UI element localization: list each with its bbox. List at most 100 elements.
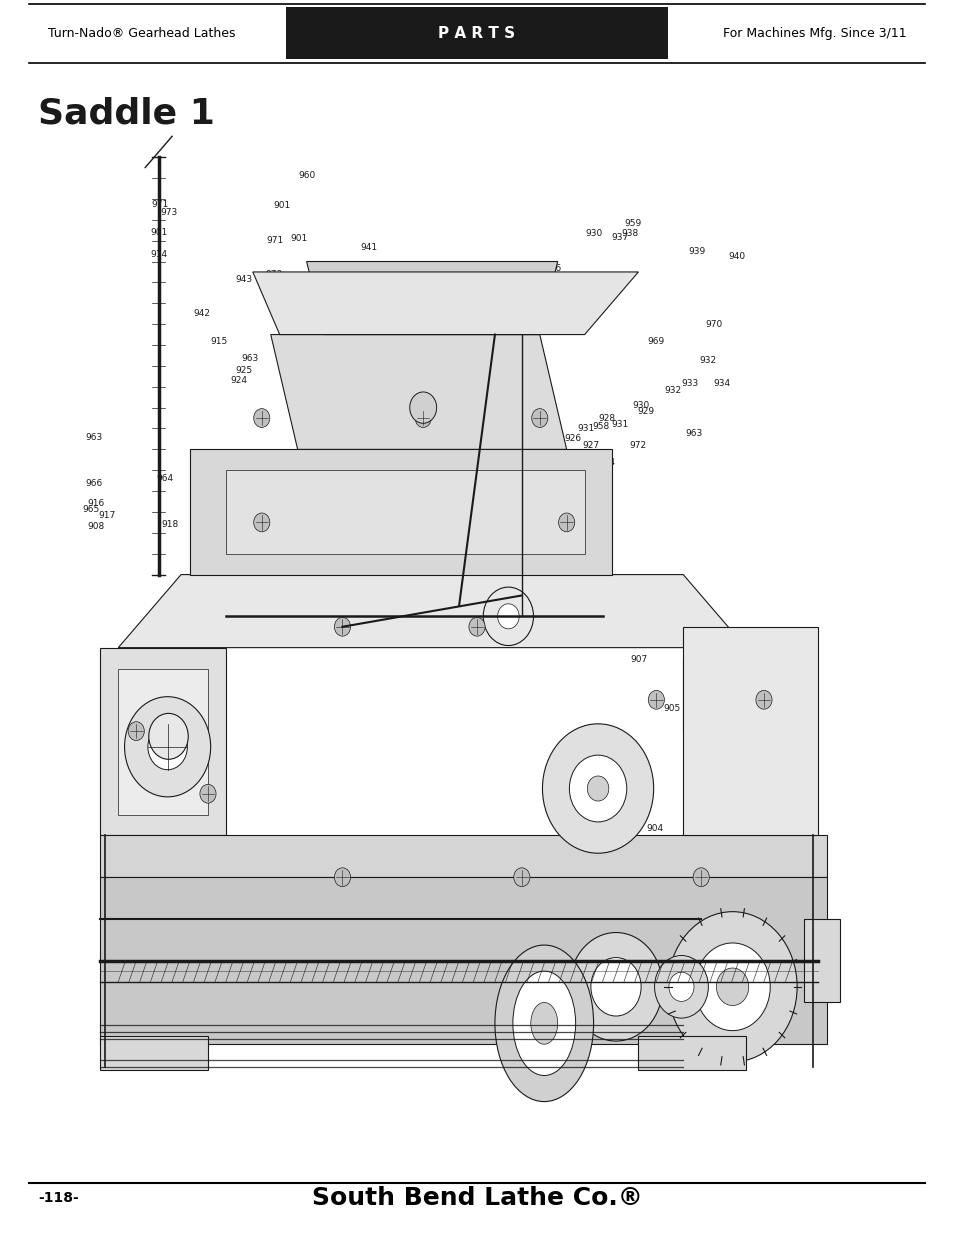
Circle shape — [125, 697, 211, 797]
Text: 913: 913 — [547, 564, 564, 573]
Circle shape — [149, 714, 188, 760]
Text: 965: 965 — [83, 505, 100, 515]
Polygon shape — [100, 1036, 208, 1071]
Text: 901: 901 — [692, 704, 709, 713]
Text: 922: 922 — [468, 580, 485, 589]
Text: 974: 974 — [578, 853, 595, 863]
Polygon shape — [100, 836, 826, 877]
Circle shape — [569, 755, 626, 823]
Text: 964: 964 — [156, 474, 173, 483]
Text: 919: 919 — [315, 530, 333, 540]
FancyBboxPatch shape — [286, 7, 667, 59]
Circle shape — [654, 956, 708, 1018]
Circle shape — [694, 944, 769, 1031]
Text: For Machines Mfg. Since 3/11: For Machines Mfg. Since 3/11 — [722, 27, 905, 40]
Text: 963: 963 — [684, 430, 702, 438]
Text: 914: 914 — [150, 249, 167, 258]
Circle shape — [469, 618, 484, 636]
Text: 968: 968 — [433, 379, 450, 388]
Text: 971: 971 — [266, 236, 284, 245]
Text: 908: 908 — [87, 522, 105, 531]
Text: 912: 912 — [558, 543, 575, 552]
Text: 970: 970 — [704, 320, 721, 329]
Text: 917: 917 — [98, 510, 115, 520]
Text: 941: 941 — [360, 243, 377, 252]
Text: 908: 908 — [307, 368, 324, 377]
Text: 925: 925 — [235, 366, 253, 374]
Polygon shape — [118, 668, 208, 815]
Circle shape — [755, 690, 771, 709]
Text: 960: 960 — [297, 172, 314, 180]
Text: 944: 944 — [598, 458, 615, 467]
Ellipse shape — [495, 945, 593, 1102]
Polygon shape — [803, 919, 840, 1003]
Circle shape — [253, 513, 270, 532]
Text: 901: 901 — [273, 200, 290, 210]
Text: 931: 931 — [533, 837, 550, 846]
Circle shape — [693, 868, 708, 887]
Text: 924: 924 — [231, 375, 248, 385]
Circle shape — [569, 932, 662, 1041]
Text: 963: 963 — [684, 645, 702, 655]
Polygon shape — [118, 574, 745, 647]
Text: 961: 961 — [634, 850, 651, 858]
Text: 925: 925 — [571, 598, 588, 608]
Circle shape — [415, 409, 431, 427]
Text: 924: 924 — [566, 592, 583, 600]
Circle shape — [667, 911, 797, 1062]
Text: 943: 943 — [235, 274, 253, 284]
Circle shape — [668, 972, 693, 1002]
Text: 910: 910 — [495, 466, 512, 474]
Text: 972: 972 — [629, 441, 646, 450]
Text: 962: 962 — [644, 872, 661, 881]
Text: 906: 906 — [729, 708, 747, 716]
Text: 933: 933 — [680, 379, 698, 388]
Text: 904: 904 — [645, 824, 662, 832]
Circle shape — [558, 513, 574, 532]
Circle shape — [514, 868, 529, 887]
Text: 921: 921 — [386, 538, 402, 548]
Text: 926: 926 — [564, 435, 581, 443]
Circle shape — [531, 409, 547, 427]
Text: 907: 907 — [630, 655, 647, 663]
Text: 903: 903 — [578, 776, 595, 784]
Text: 973: 973 — [266, 269, 283, 279]
Text: 902: 902 — [376, 920, 394, 929]
Polygon shape — [682, 626, 817, 836]
Text: 930: 930 — [584, 228, 601, 238]
Polygon shape — [682, 658, 799, 731]
Text: 967: 967 — [498, 604, 516, 614]
Text: 971: 971 — [152, 200, 169, 209]
Polygon shape — [253, 272, 638, 335]
Text: 916: 916 — [87, 499, 105, 508]
Text: P A R T S: P A R T S — [438, 26, 515, 41]
Text: 942: 942 — [349, 304, 366, 312]
Text: 940: 940 — [728, 252, 745, 261]
Circle shape — [648, 690, 663, 709]
Circle shape — [200, 784, 215, 803]
Polygon shape — [100, 647, 226, 836]
Text: 969: 969 — [647, 337, 664, 346]
Text: 901: 901 — [343, 916, 360, 925]
Text: 959: 959 — [624, 220, 641, 228]
Text: 901: 901 — [450, 299, 467, 308]
Text: 901: 901 — [291, 235, 308, 243]
Text: 927: 927 — [581, 441, 598, 450]
Text: -118-: -118- — [38, 1191, 79, 1205]
Text: 963: 963 — [458, 551, 476, 561]
Text: South Bend Lathe Co.®: South Bend Lathe Co.® — [312, 1186, 641, 1210]
Text: 938: 938 — [621, 228, 639, 238]
Text: 932: 932 — [663, 387, 680, 395]
Circle shape — [335, 618, 350, 636]
Text: 968: 968 — [459, 396, 476, 406]
Text: 909: 909 — [459, 453, 476, 462]
Text: 958: 958 — [592, 422, 609, 431]
Polygon shape — [190, 450, 611, 574]
Text: 942: 942 — [193, 309, 210, 319]
Text: Turn-Nado® Gearhead Lathes: Turn-Nado® Gearhead Lathes — [48, 27, 235, 40]
Text: 937: 937 — [610, 233, 628, 242]
Text: 973: 973 — [160, 207, 177, 217]
Text: 918: 918 — [161, 520, 179, 529]
Text: 959: 959 — [439, 874, 456, 884]
Ellipse shape — [513, 971, 575, 1076]
